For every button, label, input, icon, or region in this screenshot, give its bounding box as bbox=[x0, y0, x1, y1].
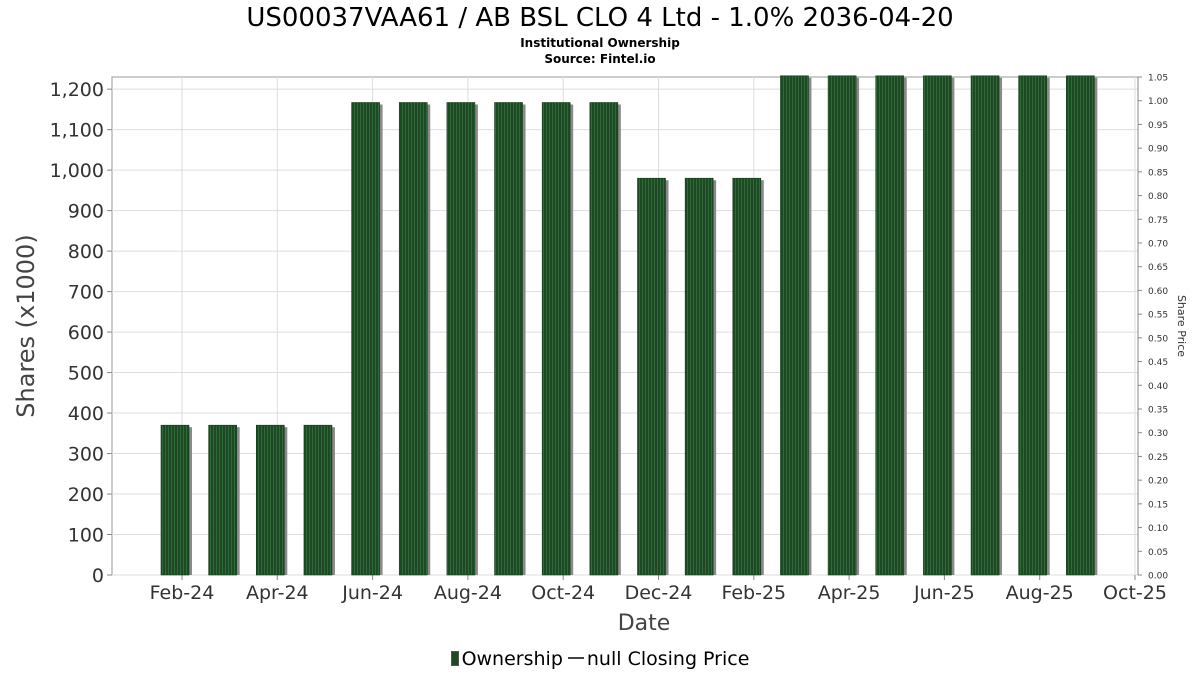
ownership-bar bbox=[875, 75, 905, 576]
ownership-bar bbox=[827, 75, 857, 576]
chart-legend: Ownership null Closing Price bbox=[0, 647, 1200, 671]
ownership-bar bbox=[303, 424, 333, 576]
y2-axis-title: Share Price bbox=[1175, 295, 1188, 357]
y2-tick-label: 1.00 bbox=[1148, 97, 1168, 107]
y2-tick-label: 0.55 bbox=[1148, 311, 1168, 321]
y2-tick-label: 1.05 bbox=[1148, 74, 1168, 84]
x-tick-label: Aug-24 bbox=[434, 582, 502, 604]
y2-tick-label: 0.60 bbox=[1148, 287, 1168, 297]
x-tick-label: Jun-24 bbox=[341, 582, 403, 604]
y2-tick-label: 0.00 bbox=[1148, 572, 1168, 582]
ownership-bar bbox=[446, 102, 476, 576]
y2-tick-label: 0.75 bbox=[1148, 216, 1168, 226]
ownership-bar bbox=[970, 75, 1000, 576]
ownership-chart: 0 100 200 300 400 500 600 700 800 900 1,000 1,100 1,… bbox=[12, 74, 1188, 637]
ownership-bar bbox=[589, 102, 619, 576]
ownership-legend-label: Ownership bbox=[461, 648, 563, 670]
ownership-bar bbox=[351, 102, 380, 576]
price-legend-label: null Closing Price bbox=[586, 648, 750, 670]
y-tick-label: 900 bbox=[68, 201, 104, 223]
y2-tick-label: 0.15 bbox=[1148, 500, 1168, 510]
ownership-bar bbox=[160, 424, 190, 576]
ownership-bar bbox=[208, 424, 237, 576]
y-tick-label: 1,100 bbox=[50, 120, 104, 142]
y-tick-label: 200 bbox=[68, 484, 104, 506]
x-tick-label: Aug-25 bbox=[1006, 582, 1074, 604]
y-tick-label: 800 bbox=[68, 241, 104, 263]
y-tick-label: 1,200 bbox=[50, 79, 104, 101]
y2-tick-label: 0.10 bbox=[1148, 524, 1168, 534]
y-tick-label: 1,000 bbox=[50, 160, 104, 182]
x-axis-title: Date bbox=[618, 611, 671, 636]
ownership-bar bbox=[1018, 75, 1048, 576]
y-tick-label: 0 bbox=[92, 565, 104, 587]
ownership-bar bbox=[1066, 75, 1095, 576]
y2-tick-label: 0.80 bbox=[1148, 192, 1168, 202]
y-tick-label: 100 bbox=[68, 525, 104, 547]
y2-tick-label: 0.35 bbox=[1148, 406, 1168, 416]
ownership-bar bbox=[637, 177, 666, 576]
y2-tick-label: 0.50 bbox=[1148, 334, 1168, 344]
x-tick-label: Feb-24 bbox=[150, 582, 215, 604]
x-tick-label: Apr-25 bbox=[818, 582, 881, 604]
x-tick-label: Apr-24 bbox=[246, 582, 309, 604]
ownership-legend-swatch bbox=[450, 651, 459, 666]
ownership-bar bbox=[541, 102, 571, 576]
x-tick-label: Oct-25 bbox=[1103, 582, 1167, 604]
y2-tick-label: 0.30 bbox=[1148, 429, 1168, 439]
y-tick-label: 500 bbox=[68, 363, 104, 385]
y2-tick-label: 0.20 bbox=[1148, 477, 1168, 487]
y-axis-title: Shares (x1000) bbox=[12, 234, 40, 417]
y2-tick-label: 0.85 bbox=[1148, 168, 1168, 178]
ownership-bar bbox=[494, 102, 523, 576]
price-legend-line bbox=[567, 657, 584, 659]
x-tick-label: Oct-24 bbox=[531, 582, 595, 604]
x-tick-label: Feb-25 bbox=[721, 582, 786, 604]
ownership-bar bbox=[732, 177, 762, 576]
x-tick-label: Dec-24 bbox=[625, 582, 693, 604]
y2-tick-label: 0.70 bbox=[1148, 240, 1168, 250]
y2-tick-label: 0.05 bbox=[1148, 548, 1168, 558]
ownership-bar bbox=[684, 177, 714, 576]
y2-tick-label: 0.40 bbox=[1148, 382, 1168, 392]
chart-source: Source: Fintel.io bbox=[544, 52, 656, 66]
chart-title: US00037VAA61 / AB BSL CLO 4 Ltd - 1.0% 2… bbox=[246, 3, 954, 33]
ownership-bar bbox=[780, 75, 809, 576]
ownership-bar bbox=[398, 102, 428, 576]
y-tick-label: 700 bbox=[68, 282, 104, 304]
chart-subtitle: Institutional Ownership bbox=[520, 36, 680, 50]
y2-tick-label: 0.25 bbox=[1148, 453, 1168, 463]
y-tick-label: 300 bbox=[68, 444, 104, 466]
y2-tick-label: 0.45 bbox=[1148, 358, 1168, 368]
ownership-bar bbox=[923, 75, 952, 576]
ownership-bar bbox=[255, 424, 285, 576]
y2-tick-label: 0.65 bbox=[1148, 263, 1168, 273]
y2-tick-label: 0.90 bbox=[1148, 145, 1168, 155]
x-tick-label: Jun-25 bbox=[913, 582, 975, 604]
y2-tick-label: 0.95 bbox=[1148, 121, 1168, 131]
y-tick-label: 600 bbox=[68, 322, 104, 344]
y-tick-label: 400 bbox=[68, 403, 104, 425]
